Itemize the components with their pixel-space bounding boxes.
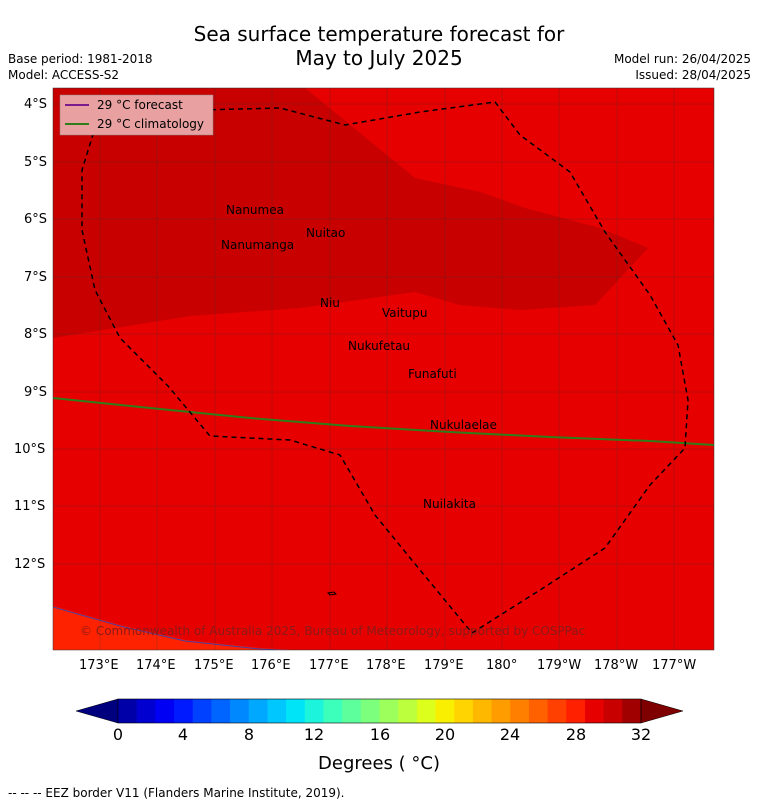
colorbar-frame (117, 698, 642, 724)
colorbar-title: Degrees ( °C) (318, 753, 440, 774)
issued-date: Issued: 28/04/2025 (635, 68, 751, 82)
lon-label-179w: 179°W (537, 658, 582, 673)
eez-border (81, 101, 689, 634)
lon-label-179e: 179°E (424, 658, 464, 673)
colorbar (75, 698, 684, 724)
colorbar-swatch (491, 699, 511, 723)
colorbar-tick-0: 0 (112, 725, 124, 744)
colorbar-min-extension (75, 698, 119, 724)
colorbar-swatch (547, 699, 567, 723)
place-nuitao: Nuitao (306, 226, 345, 240)
copyright-text: © Commonwealth of Australia 2025, Bureau… (80, 624, 585, 638)
cooler-sst-corner (53, 606, 295, 650)
colorbar-swatch (435, 699, 455, 723)
lat-label-7s: 7°S (24, 270, 48, 285)
place-funafuti: Funafuti (408, 367, 457, 381)
colorbar-tick-20: 20 (434, 725, 456, 744)
colorbar-swatch (379, 699, 399, 723)
place-nanumea: Nanumea (226, 203, 284, 217)
base-period: Base period: 1981-2018 (8, 52, 153, 66)
lat-label-5s: 5°S (24, 155, 48, 170)
model-run: Model run: 26/04/2025 (613, 52, 751, 66)
colorbar-swatch (342, 699, 362, 723)
colorbar-swatch (510, 699, 530, 723)
colorbar-swatch (360, 699, 380, 723)
legend-forecast-label: 29 °C forecast (97, 98, 183, 112)
lon-label-180: 180° (486, 658, 518, 673)
lat-label-6s: 6°S (24, 212, 48, 227)
title-line-1: Sea surface temperature forecast for (193, 22, 565, 46)
colorbar-swatch (136, 699, 156, 723)
sst-contour-line (53, 606, 291, 650)
colorbar-swatch (472, 699, 493, 723)
colorbar-swatch (566, 699, 586, 723)
legend-climatology-label: 29 °C climatology (97, 117, 204, 131)
place-nukulaelae: Nukulaelae (430, 418, 497, 432)
model-name: Model: ACCESS-S2 (8, 68, 120, 82)
lon-label-177w: 177°W (652, 658, 697, 673)
lon-label-178w: 178°W (594, 658, 639, 673)
lon-label-175e: 175°E (194, 658, 234, 673)
colorbar-tick-16: 16 (369, 725, 391, 744)
colorbar-swatch (416, 699, 437, 723)
lat-label-9s: 9°S (24, 385, 48, 400)
colorbar-swatch (584, 699, 605, 723)
title-line-2: May to July 2025 (295, 46, 463, 70)
colorbar-swatch (286, 699, 306, 723)
lat-label-12s: 12°S (14, 557, 46, 572)
lon-label-174e: 174°E (136, 658, 176, 673)
colorbar-swatch (155, 699, 175, 723)
legend-box (59, 94, 214, 136)
colorbar-swatch (622, 699, 642, 723)
eez-footnote: -- -- -- EEZ border V11 (Flanders Marine… (8, 786, 345, 800)
place-labels: Nanumea Nuitao Nanumanga Niu Vaitupu Nuk… (221, 203, 497, 511)
map-panel: © Commonwealth of Australia 2025, Bureau… (53, 88, 714, 650)
colorbar-swatch (230, 699, 250, 723)
lon-label-177e: 177°E (309, 658, 349, 673)
map-legend: 29 °C forecast 29 °C climatology (59, 94, 214, 136)
warm-sst-region (53, 88, 648, 338)
colorbar-tick-24: 24 (499, 725, 521, 744)
colorbar-swatch (528, 699, 549, 723)
colorbar-swatch (603, 699, 623, 723)
lon-label-178e: 178°E (366, 658, 406, 673)
place-niu: Niu (320, 296, 340, 310)
colorbar-tick-28: 28 (565, 725, 587, 744)
island-marker (326, 591, 338, 596)
colorbar-tick-4: 4 (177, 725, 189, 744)
colorbar-max-extension (640, 698, 684, 724)
colorbar-swatch (248, 699, 268, 723)
lon-label-173e: 173°E (79, 658, 119, 673)
lat-label-8s: 8°S (24, 327, 48, 342)
colorbar-swatch (267, 699, 287, 723)
place-vaitupu: Vaitupu (382, 306, 428, 320)
lat-label-10s: 10°S (14, 442, 46, 457)
place-nanumanga: Nanumanga (221, 238, 294, 252)
colorbar-swatch (118, 699, 138, 723)
colorbar-swatch (398, 699, 418, 723)
colorbar-swatch (192, 699, 212, 723)
map-frame (52, 87, 715, 651)
colorbar-swatch (174, 699, 194, 723)
climatology-29c-line (53, 397, 714, 446)
colorbar-tick-32: 32 (630, 725, 652, 744)
colorbar-swatch (211, 699, 231, 723)
colorbar-tick-12: 12 (303, 725, 325, 744)
lat-label-4s: 4°S (24, 97, 48, 112)
place-nukufetau: Nukufetau (348, 339, 410, 353)
colorbar-swatch (454, 699, 474, 723)
colorbar-tick-8: 8 (243, 725, 255, 744)
place-nuilakita: Nuilakita (423, 497, 476, 511)
colorbar-swatch (323, 699, 343, 723)
lon-label-176e: 176°E (251, 658, 291, 673)
lat-label-11s: 11°S (14, 499, 46, 514)
colorbar-swatch (304, 699, 324, 723)
